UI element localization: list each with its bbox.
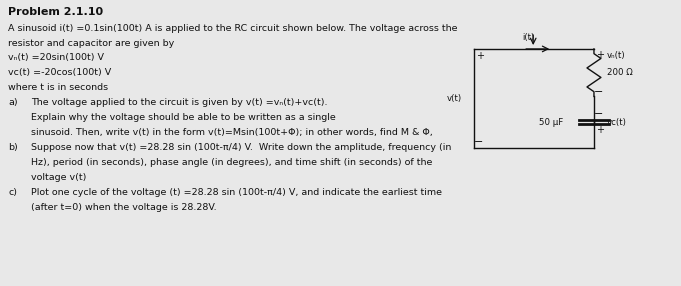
Text: +: + <box>477 51 484 61</box>
Text: vᴄ(t): vᴄ(t) <box>607 118 627 127</box>
Text: resistor and capacitor are given by: resistor and capacitor are given by <box>8 39 174 48</box>
Text: i(t): i(t) <box>522 33 535 42</box>
Text: −: − <box>595 109 603 119</box>
Text: sinusoid. Then, write v(t) in the form v(t)=Msin(100t+Φ); in other words, find M: sinusoid. Then, write v(t) in the form v… <box>31 128 433 137</box>
Text: +: + <box>596 125 604 135</box>
Text: Problem 2.1.10: Problem 2.1.10 <box>8 7 104 17</box>
Text: vₙ(t) =20sin(100t) V: vₙ(t) =20sin(100t) V <box>8 53 104 62</box>
Text: voltage v(t): voltage v(t) <box>31 173 86 182</box>
Text: The voltage applied to the circuit is given by v(t) =vₙ(t)+vᴄ(t).: The voltage applied to the circuit is gi… <box>31 98 328 108</box>
Text: vᴄ(t) =-20cos(100t) V: vᴄ(t) =-20cos(100t) V <box>8 68 112 77</box>
Text: a): a) <box>8 98 18 108</box>
Text: c): c) <box>8 188 17 197</box>
Text: 50 μF: 50 μF <box>539 118 563 127</box>
Text: where t is in seconds: where t is in seconds <box>8 83 108 92</box>
Text: vₙ(t): vₙ(t) <box>607 51 626 60</box>
Text: A sinusoid i(t) =0.1sin(100t) A is applied to the RC circuit shown below. The vo: A sinusoid i(t) =0.1sin(100t) A is appli… <box>8 24 458 33</box>
Text: Plot one cycle of the voltage (t) =28.28 sin (100t-π/4) V, and indicate the earl: Plot one cycle of the voltage (t) =28.28… <box>31 188 442 197</box>
Text: b): b) <box>8 143 18 152</box>
Text: +: + <box>596 50 604 60</box>
Text: (after t=0) when the voltage is 28.28V.: (after t=0) when the voltage is 28.28V. <box>31 203 217 212</box>
Text: Hz), period (in seconds), phase angle (in degrees), and time shift (in seconds) : Hz), period (in seconds), phase angle (i… <box>31 158 432 167</box>
Text: v(t): v(t) <box>447 94 462 103</box>
Text: Explain why the voltage should be able to be written as a single: Explain why the voltage should be able t… <box>31 113 336 122</box>
Text: −: − <box>595 86 603 96</box>
Text: 200 Ω: 200 Ω <box>607 68 633 77</box>
Text: Suppose now that v(t) =28.28 sin (100t-π/4) V.  Write down the amplitude, freque: Suppose now that v(t) =28.28 sin (100t-π… <box>31 143 452 152</box>
Text: −: − <box>474 137 483 147</box>
